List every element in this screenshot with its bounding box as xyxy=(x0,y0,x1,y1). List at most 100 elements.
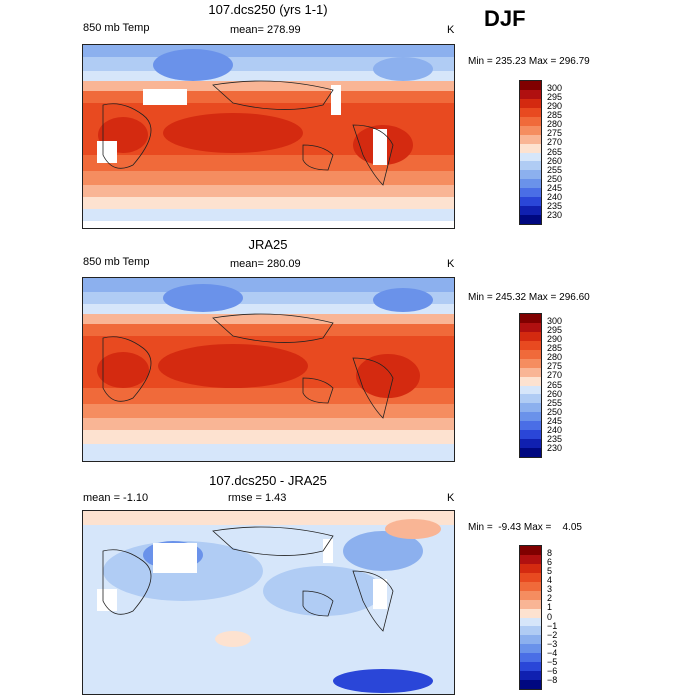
colorbar-tick-label: −4 xyxy=(547,647,558,658)
panel-1-title: 107.dcs250 (yrs 1-1) xyxy=(208,2,328,17)
colorbar-swatch xyxy=(520,376,541,386)
colorbar-tick-label: 260 xyxy=(547,388,563,399)
colorbar-tick-label: −6 xyxy=(547,665,558,676)
colorbar-swatch xyxy=(520,107,541,117)
colorbar-tick-label: 0 xyxy=(547,611,553,622)
colorbar-swatch xyxy=(520,546,541,555)
colorbar-swatch xyxy=(520,581,541,591)
colorbar-swatch xyxy=(520,439,541,449)
colorbar-swatch xyxy=(520,188,541,198)
colorbar-tick-label: 275 xyxy=(547,361,563,372)
colorbar-tick-label: 240 xyxy=(547,424,563,435)
panel-3-rmse: rmse = 1.43 xyxy=(228,492,287,504)
colorbar-swatch xyxy=(520,662,541,672)
colorbar-tick-label: 5 xyxy=(547,566,553,577)
panel-3-units: K xyxy=(447,492,455,504)
colorbar-swatch xyxy=(520,421,541,431)
panel-3-title: 107.dcs250 - JRA25 xyxy=(209,473,327,488)
colorbar-swatch xyxy=(520,626,541,636)
colorbar-swatch xyxy=(520,412,541,422)
colorbar-tick-label: 265 xyxy=(547,146,563,157)
panel-3-mean: mean = -1.10 xyxy=(83,492,149,504)
colorbar-tick-label: 270 xyxy=(547,137,563,148)
colorbar-swatch xyxy=(520,448,541,457)
colorbar-swatch xyxy=(520,134,541,144)
colorbar-swatch xyxy=(520,197,541,207)
panel-2-mean: mean= 280.09 xyxy=(230,258,301,270)
colorbar-tick-label: 245 xyxy=(547,182,563,193)
colorbar-swatch xyxy=(520,331,541,341)
colorbar-tick-label: 250 xyxy=(547,173,563,184)
panel-2-range: Min = 245.32 Max = 296.60 xyxy=(468,292,590,303)
colorbar-tick-label: 290 xyxy=(547,334,563,345)
colorbar-tick-label: 240 xyxy=(547,191,563,202)
season-label: DJF xyxy=(484,6,526,31)
colorbar-tick-label: −5 xyxy=(547,656,558,667)
colorbar-tick-label: 285 xyxy=(547,110,563,121)
colorbar-tick-label: 2 xyxy=(547,593,553,604)
colorbar-swatch xyxy=(520,635,541,645)
colorbar-swatch xyxy=(520,349,541,359)
colorbar-tick-label: 275 xyxy=(547,128,563,139)
colorbar-tick-label: 6 xyxy=(547,557,553,568)
colorbar-tick-label: 255 xyxy=(547,164,563,175)
colorbar-tick-label: 235 xyxy=(547,433,563,444)
panel-2-colorbar xyxy=(519,313,542,458)
colorbar-swatch xyxy=(520,179,541,189)
colorbar-swatch xyxy=(520,89,541,99)
panel-2-title: JRA25 xyxy=(248,237,288,252)
panel-1-mean: mean= 278.99 xyxy=(230,24,301,36)
colorbar-tick-label: −1 xyxy=(547,620,558,631)
panel-1-colorbar xyxy=(519,80,542,225)
colorbar-swatch xyxy=(520,394,541,404)
colorbar-tick-label: 245 xyxy=(547,415,563,426)
colorbar-tick-label: 255 xyxy=(547,397,563,408)
colorbar-swatch xyxy=(520,680,541,689)
colorbar-tick-label: 290 xyxy=(547,101,563,112)
colorbar-tick-label: 280 xyxy=(547,119,563,130)
panel-2-variable: 850 mb Temp xyxy=(83,256,150,268)
colorbar-tick-label: 270 xyxy=(547,370,563,381)
colorbar-tick-label: 235 xyxy=(547,200,563,211)
colorbar-swatch xyxy=(520,430,541,440)
colorbar-tick-label: −3 xyxy=(547,638,558,649)
colorbar-swatch xyxy=(520,599,541,609)
colorbar-swatch xyxy=(520,170,541,180)
colorbar-tick-label: 280 xyxy=(547,352,563,363)
colorbar-swatch xyxy=(520,554,541,564)
colorbar-tick-label: 295 xyxy=(547,325,563,336)
colorbar-swatch xyxy=(520,322,541,332)
colorbar-tick-label: 300 xyxy=(547,83,563,94)
colorbar-tick-label: −8 xyxy=(547,674,558,685)
panel-3-map-svg xyxy=(83,511,454,694)
colorbar-tick-label: 250 xyxy=(547,406,563,417)
panel-1-units: K xyxy=(447,24,455,36)
colorbar-tick-label: 230 xyxy=(547,209,563,220)
colorbar-swatch xyxy=(520,367,541,377)
colorbar-tick-label: 1 xyxy=(547,602,553,613)
colorbar-swatch xyxy=(520,143,541,153)
colorbar-tick-label: 295 xyxy=(547,92,563,103)
colorbar-swatch xyxy=(520,161,541,171)
colorbar-swatch xyxy=(520,403,541,413)
colorbar-swatch xyxy=(520,215,541,224)
colorbar-swatch xyxy=(520,152,541,162)
colorbar-tick-label: 285 xyxy=(547,343,563,354)
colorbar-tick-label: 300 xyxy=(547,316,563,327)
panel-1-map-svg xyxy=(83,45,454,228)
colorbar-swatch xyxy=(520,572,541,582)
panel-1-variable: 850 mb Temp xyxy=(83,22,150,34)
colorbar-swatch xyxy=(520,340,541,350)
colorbar-swatch xyxy=(520,81,541,90)
colorbar-swatch xyxy=(520,608,541,618)
colorbar-tick-label: 230 xyxy=(547,442,563,453)
colorbar-swatch xyxy=(520,617,541,627)
colorbar-tick-label: 4 xyxy=(547,575,553,586)
colorbar-swatch xyxy=(520,563,541,573)
colorbar-tick-label: 260 xyxy=(547,155,563,166)
colorbar-tick-label: 265 xyxy=(547,379,563,390)
panel-3-colorbar xyxy=(519,545,542,690)
colorbar-swatch xyxy=(520,385,541,395)
panel-3-map xyxy=(82,510,455,695)
panel-1-range: Min = 235.23 Max = 296.79 xyxy=(468,56,590,67)
